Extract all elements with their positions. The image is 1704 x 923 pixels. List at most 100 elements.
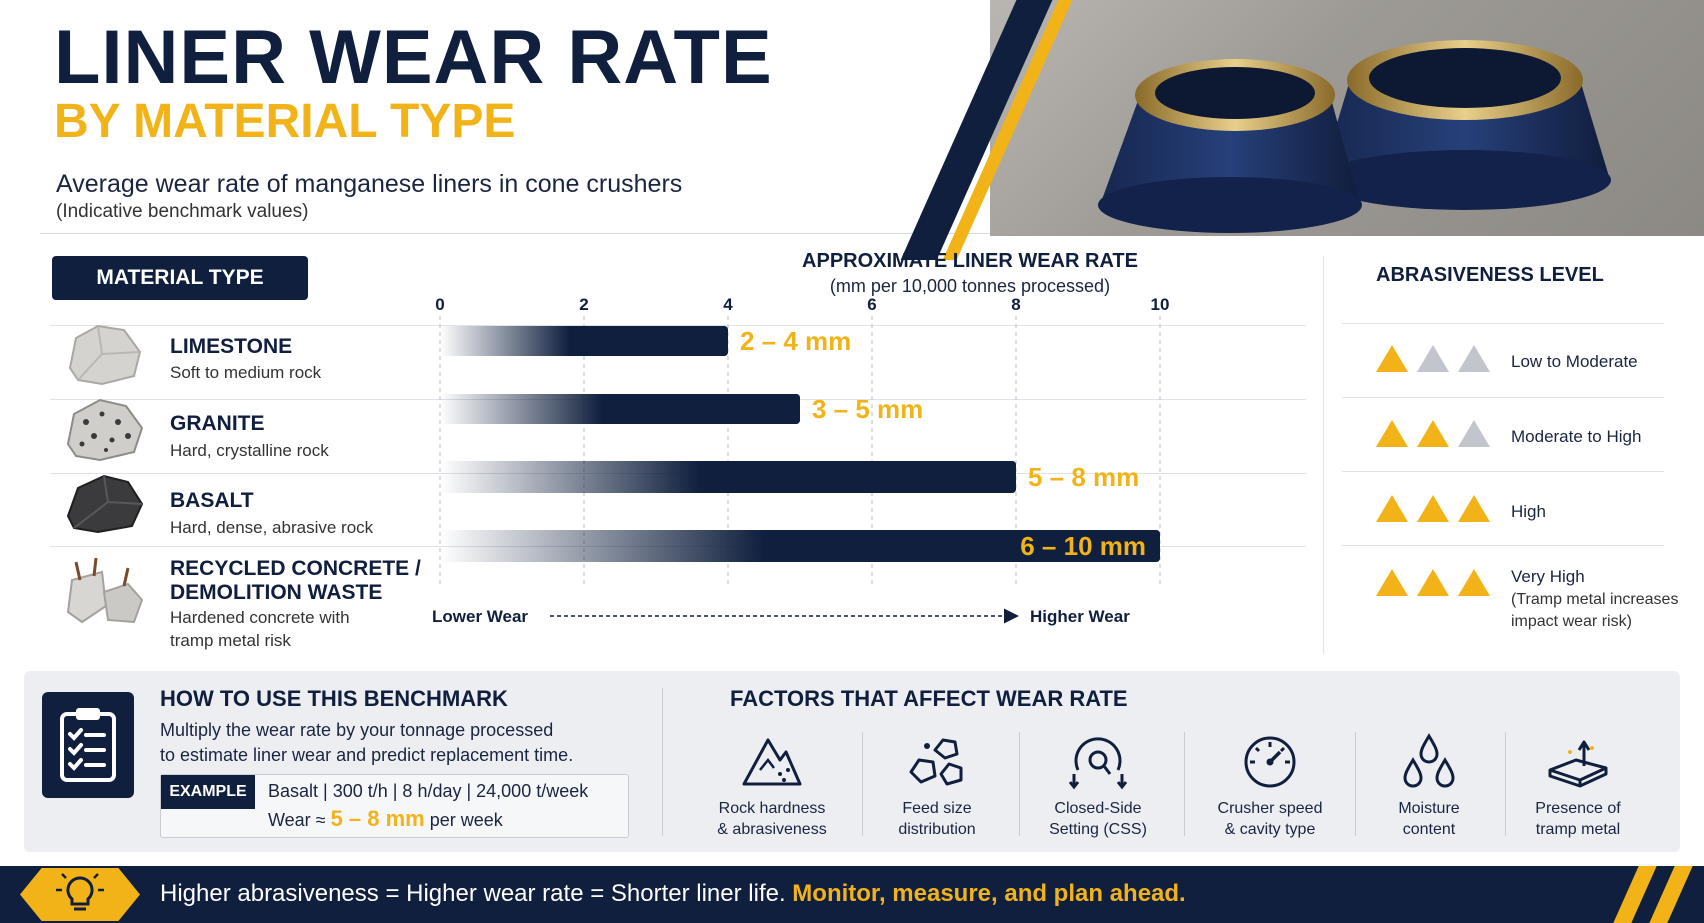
factor-divider (1505, 732, 1506, 836)
chart-title: APPROXIMATE LINER WEAR RATE (802, 250, 1138, 272)
wear-bar-range (800, 461, 1016, 493)
how-to-line: Multiply the wear rate by your tonnage p… (160, 720, 554, 740)
example-suffix: per week (424, 810, 503, 830)
footer-highlight: Monitor, measure, and plan ahead. (792, 880, 1186, 907)
header-divider (40, 233, 1020, 234)
factor-label: Feed size (902, 800, 972, 817)
abrasiveness-divider-line (1342, 545, 1664, 546)
triangle-filled-icon (1458, 569, 1490, 596)
data-label: 2 – 4 mm (740, 326, 851, 356)
factor-label-line2: content (1402, 821, 1456, 838)
triangle-filled-icon (1376, 420, 1408, 447)
triangle-filled-icon (1458, 495, 1490, 522)
material-name: RECYCLED CONCRETE / (170, 557, 421, 580)
wear-bar-range (584, 326, 728, 356)
liner-photo (990, 0, 1704, 236)
how-to-title: HOW TO USE THIS BENCHMARK (160, 686, 508, 711)
x-tick-label: 6 (867, 295, 876, 314)
css-gauge-icon (1068, 737, 1128, 790)
lower-wear-label: Lower Wear (432, 607, 528, 626)
triangle-filled-icon (1376, 345, 1408, 372)
chart-unit-label: (mm per 10,000 tonnes processed) (829, 276, 1111, 296)
material-description: Soft to medium rock (170, 363, 322, 382)
tramp-metal-icon (1548, 740, 1608, 788)
x-tick-label: 4 (723, 295, 733, 314)
material-description: Hardened concrete with (170, 608, 350, 627)
abrasiveness-label: Moderate to High (1511, 427, 1642, 446)
material-description: Hard, dense, abrasive rock (170, 518, 374, 537)
rocks-icon (909, 738, 963, 786)
footer-bar (0, 866, 1704, 923)
factor-item: Feed size distribution (857, 730, 1017, 840)
factor-label: Crusher speed (1217, 800, 1323, 817)
x-tick-label: 8 (1011, 295, 1020, 314)
factor-label: Moisture (1398, 800, 1460, 817)
factor-item: Moisture content (1349, 730, 1509, 840)
example-prefix: Wear ≈ (268, 810, 331, 830)
factor-item: Rock hardness & abrasiveness (692, 730, 852, 840)
material-name-line2: DEMOLITION WASTE (170, 581, 383, 604)
material-name: GRANITE (170, 412, 265, 435)
example-tag: EXAMPLE (161, 775, 255, 809)
mountain-icon (742, 738, 802, 786)
abrasiveness-rating (1376, 420, 1490, 447)
data-label: 6 – 10 mm (1020, 531, 1146, 561)
abrasiveness-rating (1376, 495, 1490, 522)
factor-label-line2: distribution (898, 821, 976, 838)
x-tick-label: 2 (579, 295, 588, 314)
triangle-filled-icon (1417, 420, 1449, 447)
triangle-empty-icon (1458, 420, 1490, 447)
checklist-icon (42, 692, 134, 798)
how-to-text: Multiply the wear rate by your tonnage p… (160, 718, 660, 768)
higher-wear-label: Higher Wear (1030, 607, 1130, 626)
factor-label-line2: tramp metal (1535, 821, 1621, 838)
basalt-rock-icon (66, 474, 144, 534)
speedometer-icon (1244, 736, 1296, 788)
description-note: (Indicative benchmark values) (56, 201, 309, 222)
factor-label-line2: & cavity type (1224, 821, 1316, 838)
page-title: LINER WEAR RATE (54, 15, 773, 100)
triangle-filled-icon (1376, 495, 1408, 522)
description: Average wear rate of manganese liners in… (56, 170, 683, 198)
abrasiveness-rating (1376, 569, 1490, 596)
example-value: 5 – 8 mm (330, 806, 425, 831)
factors-title: FACTORS THAT AFFECT WEAR RATE (730, 686, 1128, 711)
abrasiveness-note: (Tramp metal increases (1511, 591, 1679, 608)
abrasiveness-label: Very High (1511, 567, 1585, 586)
factor-label: Rock hardness (718, 800, 826, 817)
material-name: BASALT (170, 489, 254, 512)
wear-bar-range (872, 530, 1160, 562)
how-to-line: to estimate liner wear and predict repla… (160, 745, 574, 765)
factor-label-line2: Setting (CSS) (1049, 821, 1147, 838)
factor-item: Closed-Side Setting (CSS) (1018, 730, 1178, 840)
wear-bar-range (656, 394, 800, 424)
abrasiveness-divider-line (1342, 471, 1664, 472)
factor-divider (1355, 732, 1356, 836)
water-drops-icon (1403, 733, 1455, 788)
example-result: Wear ≈ 5 – 8 mm per week (268, 806, 503, 832)
factor-label: Closed-Side (1054, 800, 1142, 817)
abrasiveness-header: ABRASIVENESS LEVEL (1376, 264, 1604, 286)
abrasiveness-rating (1376, 345, 1490, 372)
limestone-rock-icon (68, 324, 142, 386)
abrasiveness-label: High (1511, 502, 1546, 521)
material-type-header: MATERIAL TYPE (52, 256, 308, 300)
triangle-filled-icon (1417, 569, 1449, 596)
x-tick-label: 0 (435, 295, 444, 314)
factor-item: Crusher speed & cavity type (1190, 730, 1350, 840)
material-name: LIMESTONE (170, 335, 293, 358)
abrasiveness-divider-line (1342, 323, 1664, 324)
triangle-empty-icon (1458, 345, 1490, 372)
page-subtitle: BY MATERIAL TYPE (54, 95, 516, 148)
footer-message: Higher abrasiveness = Higher wear rate =… (160, 880, 1186, 908)
concrete-rock-icon (66, 557, 144, 624)
example-inputs: Basalt | 300 t/h | 8 h/day | 24,000 t/we… (268, 781, 589, 801)
triangle-filled-icon (1376, 569, 1408, 596)
abrasiveness-note-line2: impact wear risk) (1511, 613, 1632, 630)
row-divider (50, 325, 1306, 326)
factor-label-line2: & abrasiveness (717, 821, 827, 838)
factor-divider (1184, 732, 1185, 836)
panel-divider (662, 688, 663, 836)
wear-rate-chart: 2 – 4 mm 3 – 5 mm 5 – 8 mm 6 – 10 mm 0 2 4 6 8 1… (432, 295, 1169, 626)
lightbulb-icon (20, 868, 140, 921)
